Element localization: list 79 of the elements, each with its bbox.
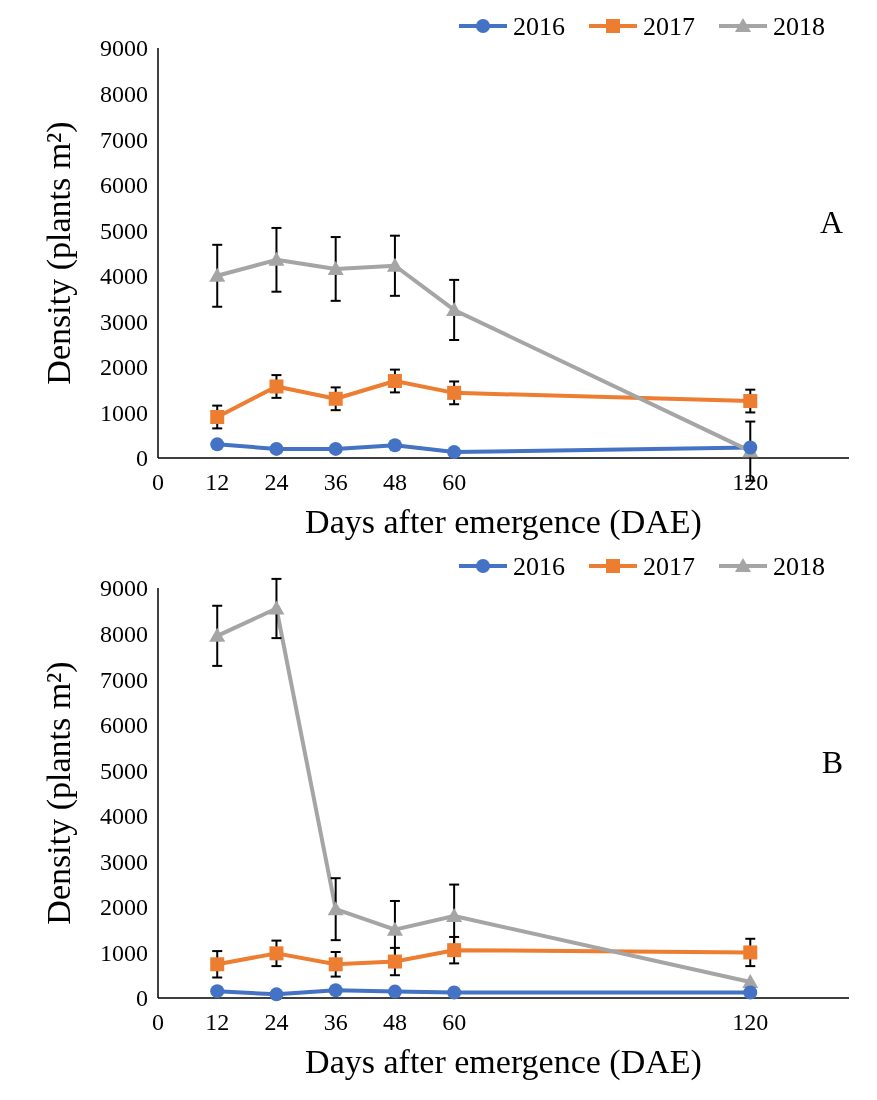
- y-tick-label: 8000: [100, 620, 148, 647]
- y-tick-label: 6000: [100, 712, 148, 739]
- point: [210, 984, 225, 999]
- y-tick-label: 3000: [100, 308, 148, 335]
- x-tick-label: 120: [732, 1009, 769, 1035]
- point: [387, 374, 402, 389]
- y-tick-label: 7000: [100, 126, 148, 153]
- x-tick-label: 0: [152, 469, 164, 495]
- y-tick-label: 8000: [100, 80, 148, 107]
- point: [269, 379, 284, 394]
- y-tick-label: 9000: [100, 575, 148, 602]
- point: [210, 437, 225, 452]
- point: [327, 901, 344, 916]
- x-axis-title: Days after emergence (DAE): [305, 503, 702, 541]
- x-tick-label: 12: [205, 469, 230, 495]
- y-tick-label: 4000: [100, 263, 148, 290]
- point: [269, 946, 284, 961]
- y-tick-label: 2000: [100, 894, 148, 921]
- y-tick-label: 4000: [100, 803, 148, 830]
- point: [328, 391, 343, 406]
- y-axis-title: Density (plants m²): [40, 121, 78, 385]
- y-tick-label: 7000: [100, 666, 148, 693]
- y-tick-label: 6000: [100, 172, 148, 199]
- point: [447, 445, 462, 460]
- point: [210, 410, 225, 424]
- point: [209, 267, 226, 282]
- annotation: B: [821, 743, 843, 780]
- point: [328, 957, 343, 972]
- point: [327, 260, 344, 275]
- x-tick-label: 0: [152, 1009, 164, 1035]
- legend-label: 2016: [513, 552, 565, 582]
- legend-label: 2017: [643, 552, 695, 582]
- point: [743, 945, 758, 960]
- y-tick-label: 3000: [100, 848, 148, 875]
- point: [386, 921, 403, 936]
- point: [387, 438, 402, 453]
- y-axis-title: Density (plants m²): [40, 661, 78, 925]
- point: [268, 600, 285, 615]
- y-tick-label: 1000: [100, 399, 148, 426]
- legend-label: 2016: [513, 12, 565, 42]
- x-tick-label: 36: [323, 469, 348, 495]
- point: [210, 957, 225, 972]
- point: [328, 441, 343, 456]
- annotation: A: [819, 203, 843, 240]
- point: [446, 301, 463, 316]
- point: [269, 441, 284, 456]
- legend-label: 2018: [773, 12, 825, 42]
- point: [446, 908, 463, 922]
- legend-label: 2018: [773, 552, 825, 582]
- point: [209, 627, 226, 642]
- point: [447, 385, 462, 400]
- x-tick-label: 48: [382, 1009, 407, 1035]
- point: [387, 984, 402, 999]
- point: [328, 983, 343, 998]
- y-tick-label: 5000: [100, 757, 148, 784]
- y-tick-label: 9000: [100, 35, 148, 62]
- legend-label: 2017: [643, 12, 695, 42]
- x-tick-label: 60: [442, 1009, 467, 1035]
- point: [447, 943, 462, 958]
- point: [387, 954, 402, 969]
- y-tick-label: 2000: [100, 354, 148, 381]
- y-tick-label: 5000: [100, 217, 148, 244]
- x-tick-label: 24: [264, 1009, 289, 1035]
- point: [268, 251, 285, 266]
- y-tick-label: 0: [136, 985, 148, 1012]
- point: [447, 985, 462, 1000]
- y-tick-label: 0: [136, 445, 148, 472]
- x-tick-label: 60: [442, 469, 467, 495]
- x-tick-label: 120: [732, 469, 769, 495]
- point: [386, 257, 403, 272]
- x-tick-label: 48: [382, 469, 407, 495]
- y-tick-label: 1000: [100, 939, 148, 966]
- x-tick-label: 12: [205, 1009, 230, 1035]
- x-tick-label: 36: [323, 1009, 348, 1035]
- point: [269, 987, 284, 1002]
- x-tick-label: 24: [264, 469, 289, 495]
- point: [743, 985, 758, 1000]
- point: [743, 394, 758, 409]
- x-axis-title: Days after emergence (DAE): [305, 1043, 702, 1081]
